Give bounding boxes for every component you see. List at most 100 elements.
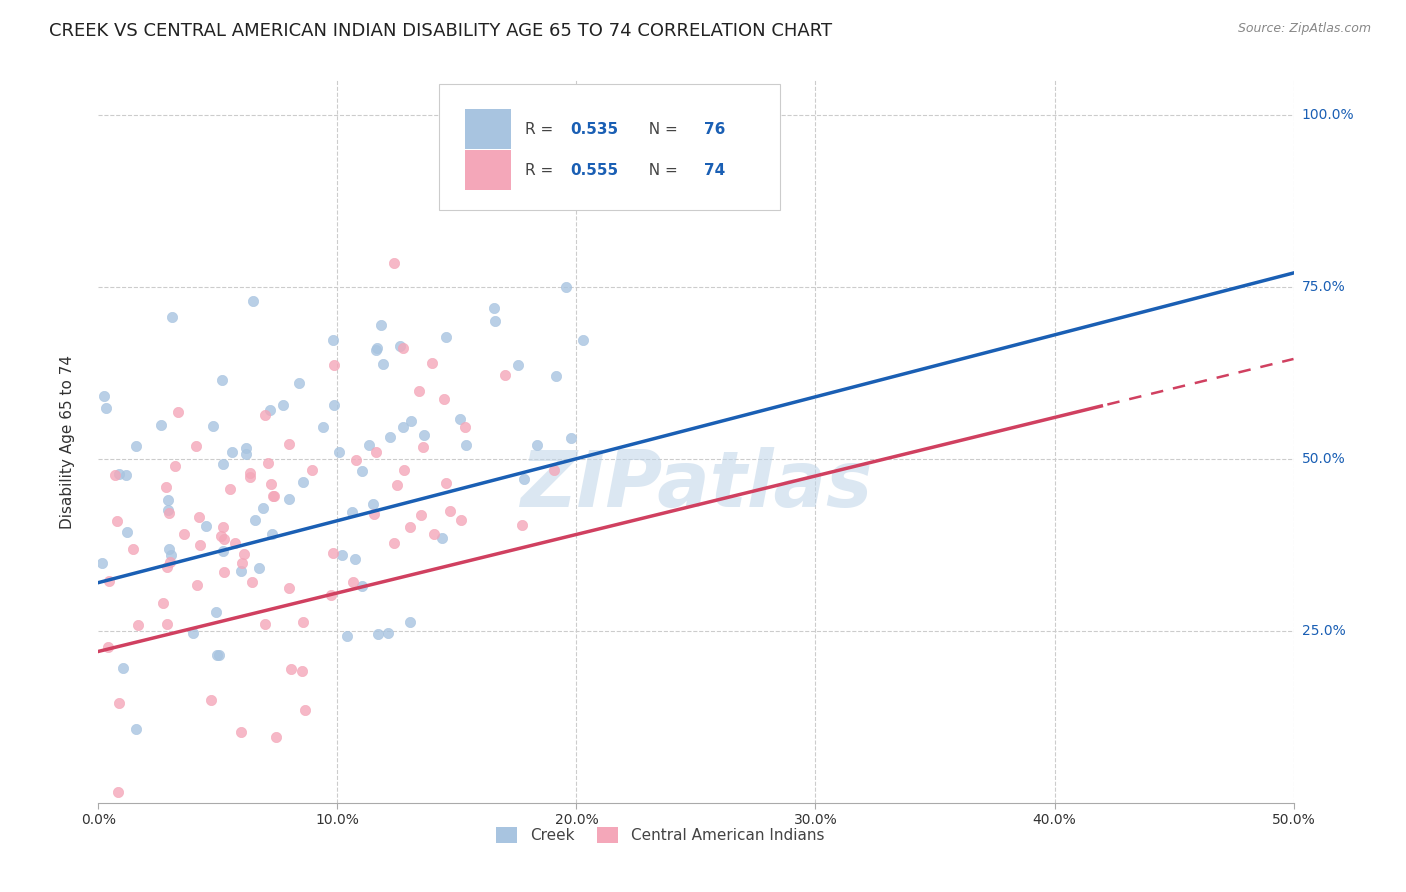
Point xyxy=(232,547,254,561)
Point xyxy=(388,339,411,353)
Point xyxy=(108,467,131,481)
Point xyxy=(121,542,143,557)
Point xyxy=(359,438,381,452)
Point xyxy=(159,555,181,569)
Point xyxy=(160,310,183,325)
Point xyxy=(94,401,117,415)
Point xyxy=(434,476,457,491)
Point xyxy=(231,725,253,739)
Point xyxy=(186,439,208,453)
Text: ZIPatlas: ZIPatlas xyxy=(520,447,872,523)
Point xyxy=(328,445,350,459)
Point xyxy=(382,536,405,550)
Point xyxy=(150,418,173,433)
Point xyxy=(554,279,576,293)
Point xyxy=(398,615,420,629)
Point xyxy=(420,356,443,370)
Point xyxy=(571,333,593,347)
Point xyxy=(208,648,231,662)
Point xyxy=(278,581,301,595)
Point xyxy=(91,556,114,570)
Point xyxy=(239,466,262,480)
Point xyxy=(155,480,177,494)
Point xyxy=(194,518,217,533)
Point xyxy=(292,615,315,629)
Point xyxy=(350,578,373,592)
Text: 25.0%: 25.0% xyxy=(1302,624,1346,638)
Text: 100.0%: 100.0% xyxy=(1302,108,1354,121)
Point xyxy=(156,559,179,574)
Point xyxy=(107,784,129,798)
Point xyxy=(152,596,174,610)
Point xyxy=(544,368,567,383)
Point xyxy=(200,693,222,707)
Point xyxy=(449,412,471,426)
Point xyxy=(433,392,456,407)
Point xyxy=(235,441,257,455)
Point xyxy=(378,429,401,443)
Text: Source: ZipAtlas.com: Source: ZipAtlas.com xyxy=(1237,22,1371,36)
Point xyxy=(209,529,232,543)
Point xyxy=(513,472,536,486)
Point xyxy=(288,376,311,391)
Text: 74: 74 xyxy=(704,162,725,178)
Point xyxy=(423,526,446,541)
Point xyxy=(240,574,263,589)
Text: 76: 76 xyxy=(704,121,725,136)
Text: 75.0%: 75.0% xyxy=(1302,280,1346,293)
Point xyxy=(104,468,127,483)
Point xyxy=(211,373,233,387)
Point xyxy=(344,552,367,566)
Point xyxy=(399,413,422,427)
Point xyxy=(221,444,243,458)
Point xyxy=(484,314,506,328)
Point xyxy=(367,626,389,640)
Point xyxy=(482,301,505,315)
Point xyxy=(322,546,344,560)
Point xyxy=(391,420,413,434)
Point xyxy=(291,475,314,489)
Point xyxy=(127,618,149,632)
Point xyxy=(105,515,128,529)
Point xyxy=(391,341,413,355)
Point xyxy=(115,524,138,539)
Point xyxy=(205,605,228,619)
Point xyxy=(271,398,294,412)
Point xyxy=(409,508,432,523)
Point xyxy=(291,664,314,678)
Point xyxy=(173,526,195,541)
Point xyxy=(188,538,211,552)
Point xyxy=(593,153,616,167)
Point xyxy=(157,502,180,516)
Point xyxy=(93,389,115,403)
Point xyxy=(312,420,335,434)
Point xyxy=(235,447,257,461)
Text: 50.0%: 50.0% xyxy=(1302,451,1346,466)
Point xyxy=(454,419,477,434)
Point xyxy=(506,358,529,372)
Point xyxy=(243,513,266,527)
Point xyxy=(280,662,302,676)
Point xyxy=(412,440,434,454)
Point xyxy=(336,629,359,643)
Point xyxy=(322,334,344,348)
Point xyxy=(187,509,209,524)
Point xyxy=(97,574,120,589)
Point xyxy=(125,722,148,736)
FancyBboxPatch shape xyxy=(439,84,780,211)
FancyBboxPatch shape xyxy=(465,151,510,190)
Point xyxy=(157,541,180,556)
Point xyxy=(454,438,477,452)
Point xyxy=(229,564,252,578)
Point xyxy=(321,587,343,601)
Point xyxy=(224,536,246,550)
Point xyxy=(238,470,260,484)
Point xyxy=(560,431,582,445)
Point xyxy=(510,517,533,532)
Point xyxy=(387,477,409,491)
Point xyxy=(155,617,177,632)
Point xyxy=(323,399,346,413)
Point xyxy=(371,358,394,372)
Point xyxy=(156,492,179,507)
Text: R =: R = xyxy=(524,162,558,178)
